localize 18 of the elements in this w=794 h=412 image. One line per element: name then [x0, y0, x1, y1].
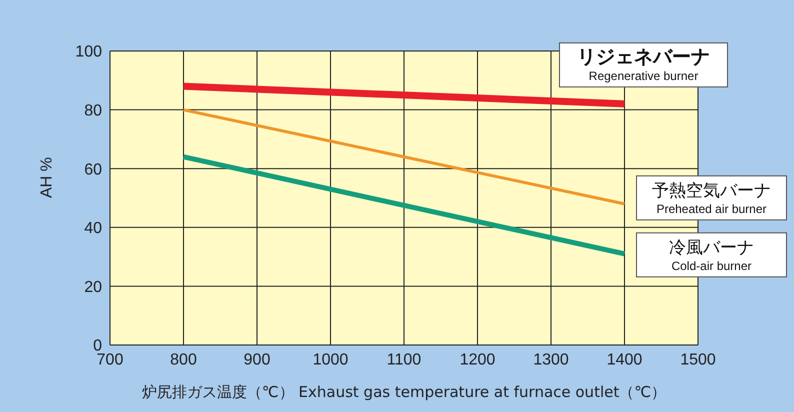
x-tick-label: 1500	[680, 351, 716, 368]
y-tick-label: 80	[84, 102, 102, 120]
x-axis-title: 炉尻排ガス温度（℃） Exhaust gas temperature at furnace outlet（℃）	[142, 383, 666, 401]
x-tick-label: 1000	[312, 351, 348, 368]
x-tick-label: 1200	[460, 351, 496, 368]
x-tick-label: 1100	[386, 351, 422, 368]
x-tick-label: 800	[170, 351, 197, 368]
y-tick-label: 20	[84, 278, 102, 296]
x-tick-label: 1400	[606, 351, 642, 368]
y-axis-title: AH %	[38, 157, 56, 198]
y-tick-label: 40	[84, 220, 102, 238]
y-tick-label: 100	[75, 44, 102, 61]
x-tick-label: 900	[244, 351, 270, 368]
series-label: リジェネバーナ Regenerative burner	[577, 46, 710, 83]
series-label: 予熱空気バーナ Preheated air burner	[652, 180, 771, 216]
text: 冷風バーナ Cold-air burner	[669, 238, 754, 273]
y-tick-label: 60	[84, 161, 102, 178]
x-tick-label: 1300	[533, 351, 569, 368]
